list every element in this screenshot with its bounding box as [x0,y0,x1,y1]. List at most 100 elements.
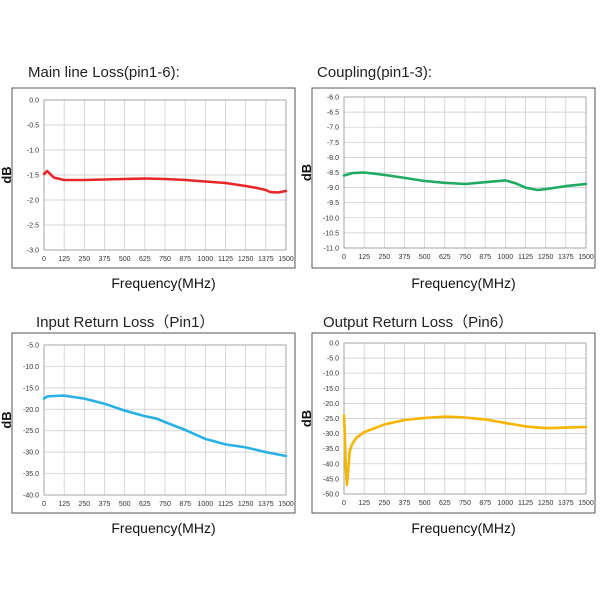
x-axis-label: Frequency(MHz) [111,275,215,291]
x-tick-label: 1250 [238,256,254,263]
y-tick-label: -15.0 [23,385,39,392]
chart-title: Input Return Loss（Pin1） [36,314,215,331]
y-tick-label: -5.0 [327,356,339,363]
y-tick-label: -0.5 [27,123,39,130]
y-tick-label: -10.5 [323,230,339,237]
y-tick-label: -8.5 [327,170,339,177]
x-tick-label: 1250 [238,501,254,508]
y-tick-label: -10.0 [23,364,39,371]
x-tick-label: 500 [419,254,431,261]
x-tick-label: 125 [358,254,370,261]
y-axis-label: dB [0,411,14,428]
x-axis-label: Frequency(MHz) [111,520,215,536]
x-tick-label: 750 [459,254,471,261]
x-tick-label: 875 [179,501,191,508]
x-tick-label: 625 [139,501,151,508]
x-tick-label: 0 [42,501,46,508]
y-tick-label: -2.0 [27,198,39,205]
y-tick-label: -9.5 [327,200,339,207]
x-tick-label: 250 [378,254,390,261]
chart-title: Main line Loss(pin1-6): [28,64,180,81]
x-tick-label: 0 [342,254,346,261]
chart-title: Coupling(pin1-3): [317,64,433,81]
y-tick-label: -3.0 [27,248,39,255]
series-line [42,394,288,458]
x-tick-label: 1500 [578,500,594,507]
x-tick-label: 500 [119,256,131,263]
x-tick-label: 250 [78,501,90,508]
x-tick-label: 1000 [498,254,514,261]
y-tick-label: -6.0 [327,95,339,102]
y-tick-label: -25.0 [23,428,39,435]
y-tick-label: -20.0 [323,401,339,408]
y-tick-label: -5.0 [27,343,39,350]
x-tick-label: 875 [179,256,191,263]
x-tick-label: 0 [342,500,346,507]
y-tick-label: -11.0 [324,246,340,253]
x-tick-label: 1250 [538,254,554,261]
y-tick-label: -30.0 [23,450,39,457]
x-tick-label: 750 [159,501,171,508]
x-tick-label: 250 [378,500,390,507]
x-tick-label: 1250 [538,500,554,507]
x-tick-label: 625 [439,254,451,261]
chart-frame [311,87,596,269]
x-tick-label: 1500 [578,254,594,261]
y-tick-label: -7.0 [327,125,339,132]
x-tick-label: 0 [42,256,46,263]
y-axis-label: dB [0,166,14,183]
y-tick-label: -40.0 [323,461,339,468]
y-tick-label: -10.0 [323,371,339,378]
x-tick-label: 375 [99,256,111,263]
y-tick-label: 0.0 [29,98,39,105]
x-tick-label: 1375 [558,500,574,507]
x-tick-label: 125 [58,256,70,263]
x-tick-label: 1125 [518,500,533,507]
chart-svg: 0 125 250 375 500 625 750 875 1000 1125 1250 1375 15… [0,87,296,291]
x-tick-label: 1125 [518,254,533,261]
series-line [42,169,288,194]
x-tick-label: 1125 [218,256,233,263]
x-tick-label: 500 [419,500,431,507]
x-tick-label: 625 [139,256,151,263]
x-tick-label: 625 [439,500,451,507]
plot-area [43,344,287,496]
y-tick-label: -45.0 [323,476,339,483]
x-tick-label: 375 [99,501,111,508]
x-tick-label: 250 [78,256,90,263]
y-tick-label: -50.0 [323,492,339,499]
chart-title: Output Return Loss（Pin6） [323,314,514,331]
x-tick-label: 1125 [218,501,233,508]
chart-frame [11,332,296,514]
series-line [342,171,588,192]
plot-area [343,96,587,249]
x-tick-label: 750 [459,500,471,507]
y-tick-label: -35.0 [23,471,39,478]
x-tick-label: 125 [58,501,70,508]
chart-svg: 0 125 250 375 500 625 750 875 1000 1125 1250 1375 15… [0,332,296,536]
x-tick-label: 375 [399,254,411,261]
y-axis-label: dB [300,410,314,427]
y-axis-label: dB [300,164,314,181]
chart-svg: 0 125 250 375 500 625 750 875 1000 1125 1250 1375 15… [300,87,596,291]
x-tick-label: 1000 [198,501,214,508]
y-tick-label: -2.5 [27,223,39,230]
chart-frame [311,332,596,514]
y-tick-label: 0.0 [329,341,339,348]
y-tick-label: -1.5 [27,173,39,180]
x-tick-label: 125 [358,500,370,507]
x-tick-label: 1000 [198,256,214,263]
x-axis-label: Frequency(MHz) [411,520,515,536]
x-tick-label: 1375 [558,254,574,261]
y-tick-label: -7.5 [327,140,339,147]
x-tick-label: 750 [159,256,171,263]
x-tick-label: 1000 [498,500,514,507]
series-line [342,414,588,487]
chart-svg: 0 125 250 375 500 625 750 875 1000 1125 1250 1375 15… [300,332,596,536]
x-tick-label: 500 [119,501,131,508]
x-tick-label: 875 [479,500,491,507]
x-axis-label: Frequency(MHz) [411,275,515,291]
y-tick-label: -30.0 [323,431,339,438]
y-tick-label: -1.0 [27,148,39,155]
x-tick-label: 375 [399,500,411,507]
